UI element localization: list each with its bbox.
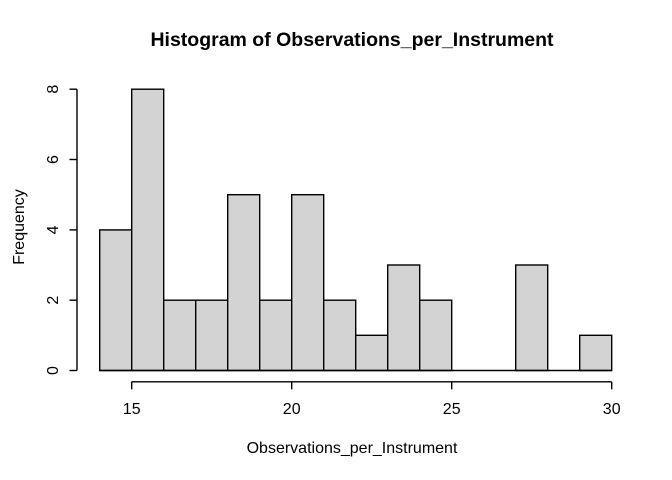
y-tick-label: 2 (45, 296, 62, 305)
histogram-bar (387, 264, 421, 372)
histogram-bar (515, 264, 549, 372)
x-tick-label: 25 (443, 401, 461, 418)
histogram-bar (194, 299, 229, 372)
y-axis-label: Frequency (11, 189, 28, 265)
x-tick-label: 15 (123, 401, 141, 418)
histogram-bar (98, 229, 133, 372)
histogram-bar (291, 193, 325, 372)
histogram-bar (162, 299, 197, 372)
y-tick-label: 0 (45, 366, 62, 375)
bars-group (98, 88, 613, 372)
axes-group: 15 20 25 30 0 2 4 6 8 (45, 85, 621, 418)
histogram-bar (579, 334, 613, 372)
histogram-bar (419, 299, 453, 372)
y-tick-label: 8 (45, 85, 62, 94)
histogram-bar (355, 334, 389, 372)
x-tick-label: 30 (603, 401, 621, 418)
y-tick-label: 4 (45, 225, 62, 234)
x-tick-label: 20 (283, 401, 301, 418)
histogram-bar (226, 193, 261, 372)
chart-title: Histogram of Observations_per_Instrument (150, 29, 554, 51)
histogram-bar (259, 299, 293, 372)
x-axis-label: Observations_per_Instrument (247, 440, 458, 457)
histogram-bar (130, 88, 165, 372)
histogram-bar (323, 299, 357, 372)
y-tick-label: 6 (45, 155, 62, 164)
